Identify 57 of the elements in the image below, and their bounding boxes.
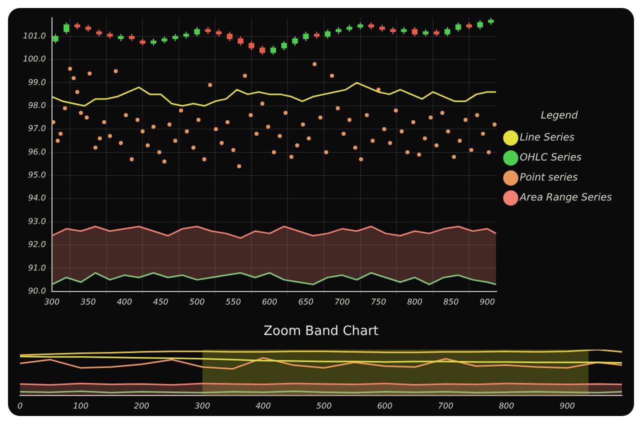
x-tick-label: 600: [262, 297, 278, 306]
y-tick-label: 100.0: [22, 54, 46, 64]
x-tick-label: 700: [334, 297, 350, 306]
candlestick: [238, 36, 244, 46]
y-tick-label: 91.0: [28, 263, 46, 272]
candlestick: [455, 22, 462, 32]
x-tick-label: 800: [407, 297, 422, 306]
y-tick-label: 93.0: [28, 216, 46, 226]
y-tick-label: 101.0: [22, 31, 46, 40]
y-tick-label: 98.0: [28, 100, 46, 110]
legend-label: Area Range Series: [518, 192, 612, 204]
x-tick-label: 850: [443, 297, 459, 306]
candlestick: [292, 36, 298, 46]
x-tick-label: 500: [189, 297, 205, 306]
x-tick-label: 100: [73, 401, 88, 410]
legend-label: OHLC Series: [520, 152, 582, 164]
candlestick: [444, 26, 450, 37]
x-tick-label: 200: [134, 401, 150, 410]
x-tick-label: 450: [153, 297, 168, 306]
y-tick-label: 97.0: [28, 124, 46, 134]
x-tick-label: 900: [480, 297, 495, 306]
candlestick: [477, 20, 483, 30]
candlestick: [248, 40, 254, 51]
y-tick-label: 90.0: [28, 286, 46, 296]
x-tick-label: 400: [256, 401, 271, 410]
y-tick-label: 94.0: [28, 194, 46, 203]
legend-title: Legend: [540, 110, 578, 122]
candlestick: [260, 45, 266, 56]
x-tick-label: 500: [316, 401, 332, 410]
x-tick-label: 0: [17, 401, 23, 410]
x-tick-label: 800: [498, 401, 514, 410]
candlestick: [281, 40, 287, 51]
x-tick-label: 300: [194, 401, 210, 410]
chart-title: Zoom Band Chart: [264, 324, 378, 340]
y-tick-label: 99.0: [28, 78, 46, 87]
candlestick: [324, 28, 330, 40]
legend-label: Line Series: [520, 132, 575, 144]
y-tick-label: 96.0: [28, 147, 46, 156]
x-tick-label: 750: [370, 297, 386, 306]
x-tick-label: 550: [226, 297, 241, 306]
candlestick: [226, 31, 233, 42]
x-tick-label: 350: [80, 297, 96, 306]
x-tick-label: 300: [44, 297, 60, 306]
candlestick: [52, 34, 58, 44]
candlestick: [194, 26, 200, 37]
candlestick: [303, 31, 309, 42]
candlestick: [270, 45, 276, 56]
x-tick-label: 600: [377, 401, 392, 410]
x-tick-label: 700: [438, 401, 454, 410]
x-tick-label: 900: [560, 401, 575, 410]
x-tick-label: 400: [116, 297, 132, 306]
y-tick-label: 92.0: [28, 240, 46, 250]
candlestick: [64, 22, 70, 35]
y-tick-label: 95.0: [28, 170, 46, 180]
legend-label: Point series: [520, 172, 578, 184]
x-tick-label: 650: [298, 297, 314, 306]
candlestick: [412, 26, 418, 37]
